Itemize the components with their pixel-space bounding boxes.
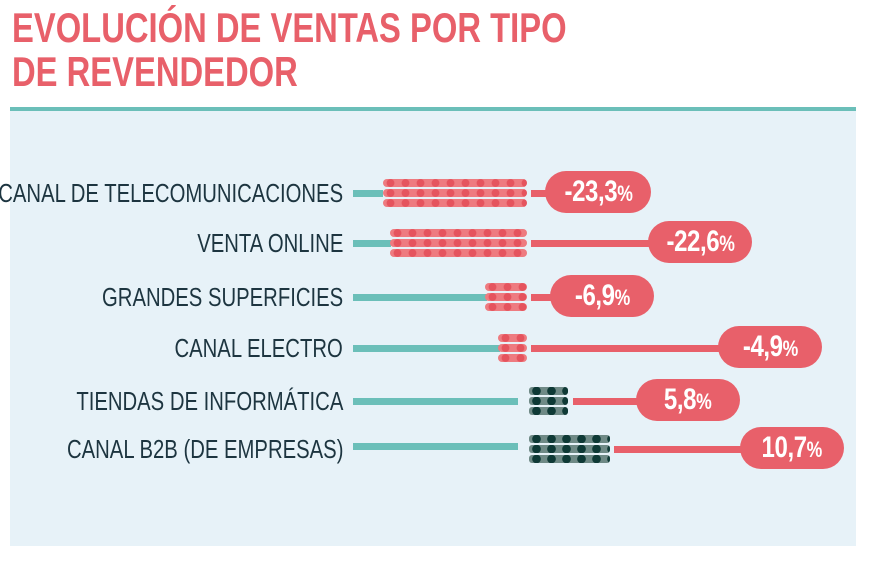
value-connector xyxy=(531,190,551,197)
baseline-connector xyxy=(353,240,391,247)
baseline-connector xyxy=(353,443,518,450)
value-connector xyxy=(531,345,731,352)
bar-row-tiendas-informatica: TIENDAS DE INFORMÁTICA 5,8% xyxy=(0,379,869,421)
value-connector xyxy=(614,446,749,453)
negative-bar xyxy=(383,179,527,209)
positive-bar xyxy=(529,435,610,465)
bar-row-telecomunicaciones: CANAL DE TELECOMUNICACIONES -23,3% xyxy=(0,171,869,213)
negative-bar xyxy=(390,229,527,259)
category-label: CANAL B2B (DE EMPRESAS) xyxy=(66,434,343,464)
value-badge: -23,3% xyxy=(545,171,651,213)
category-label: CANAL DE TELECOMUNICACIONES xyxy=(0,178,343,208)
value-badge: 10,7% xyxy=(740,427,844,469)
baseline-connector xyxy=(353,398,518,405)
value-connector xyxy=(531,240,656,247)
baseline-connector xyxy=(353,294,487,301)
value-badge: 5,8% xyxy=(636,379,740,421)
value-badge: -6,9% xyxy=(550,275,654,317)
baseline-connector xyxy=(353,345,500,352)
negative-bar xyxy=(485,283,527,313)
bar-row-canal-electro: CANAL ELECTRO -4,9% xyxy=(0,326,869,368)
baseline-connector xyxy=(353,190,383,197)
value-badge: -4,9% xyxy=(718,326,822,368)
chart-title-line-1: EVOLUCIÓN DE VENTAS POR TIPO xyxy=(12,4,567,51)
bar-row-venta-online: VENTA ONLINE -22,6% xyxy=(0,221,869,263)
category-label: GRANDES SUPERFICIES xyxy=(101,282,343,312)
category-label: TIENDAS DE INFORMÁTICA xyxy=(75,386,343,416)
chart-title-line-2: DE REVENDEDOR xyxy=(12,48,298,95)
bar-row-canal-b2b: CANAL B2B (DE EMPRESAS) 10,7% xyxy=(0,427,869,469)
value-badge: -22,6% xyxy=(648,221,752,263)
bar-row-grandes-superficies: GRANDES SUPERFICIES -6,9% xyxy=(0,275,869,317)
category-label: CANAL ELECTRO xyxy=(174,333,343,363)
chart-title: EVOLUCIÓN DE VENTAS POR TIPO DE REVENDED… xyxy=(12,6,567,94)
value-connector xyxy=(573,398,643,405)
value-connector xyxy=(531,294,556,301)
negative-bar xyxy=(498,334,527,364)
category-label: VENTA ONLINE xyxy=(196,228,343,258)
positive-bar xyxy=(529,387,568,417)
